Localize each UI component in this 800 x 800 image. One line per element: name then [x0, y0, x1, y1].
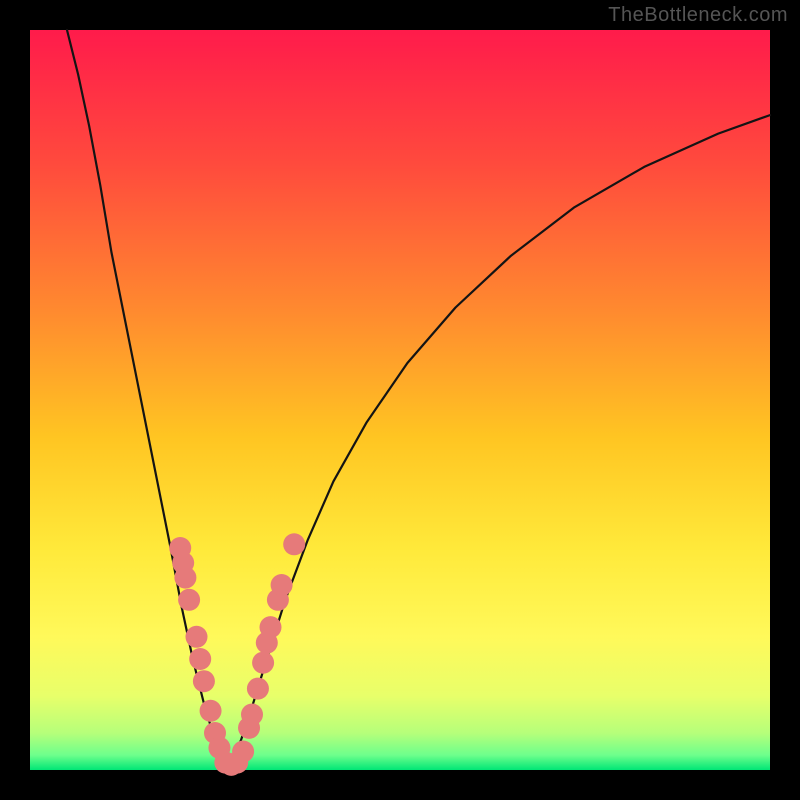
chart-svg	[0, 0, 800, 800]
marker-point	[186, 626, 208, 648]
marker-point	[193, 670, 215, 692]
marker-point	[283, 533, 305, 555]
marker-point	[247, 678, 269, 700]
marker-point	[174, 567, 196, 589]
marker-point	[271, 574, 293, 596]
watermark-text: TheBottleneck.com	[608, 4, 788, 27]
marker-point	[232, 741, 254, 763]
marker-point	[260, 616, 282, 638]
marker-point	[200, 700, 222, 722]
marker-point	[252, 652, 274, 674]
marker-point	[178, 589, 200, 611]
marker-point	[189, 648, 211, 670]
chart-root: TheBottleneck.com	[0, 0, 800, 800]
marker-point	[241, 704, 263, 726]
